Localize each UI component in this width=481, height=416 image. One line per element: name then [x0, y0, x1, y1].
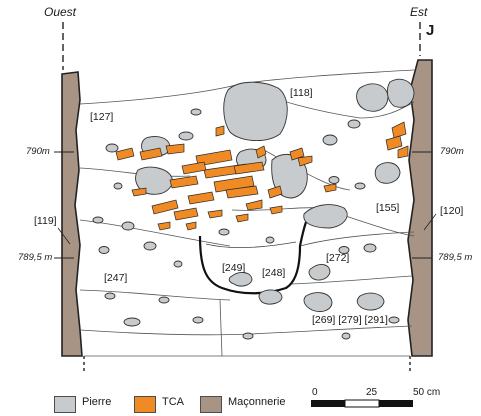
elevation-790-west: 790m	[26, 146, 50, 157]
legend-swatch-pierre	[54, 396, 76, 413]
pit-cut	[198, 221, 308, 295]
legend-swatch-maconnerie	[200, 396, 222, 413]
stone-right-155	[303, 204, 348, 229]
stone-pit-1	[228, 272, 253, 287]
unit-label-127: [127]	[90, 111, 114, 123]
unit-label-272: [272]	[326, 252, 350, 264]
scale-tick-50: 50 cm	[413, 387, 441, 398]
tca-fragments	[115, 121, 409, 231]
stone-bottom-2	[356, 292, 385, 311]
legend-label-maconnerie: Maçonnerie	[228, 396, 286, 408]
masonry-west	[61, 71, 83, 357]
stone-bottom-1	[303, 292, 333, 313]
unit-label-248: [248]	[262, 267, 286, 279]
pit-fill-line	[205, 241, 297, 249]
stone-pit-2	[258, 289, 283, 305]
unit-label-249: [249]	[222, 262, 246, 274]
unit-label-119: [119]	[34, 215, 57, 227]
unit-label-118: [118]	[290, 87, 313, 99]
legend-label-pierre: Pierre	[82, 396, 112, 408]
east-label: Est	[410, 5, 428, 19]
leader-120	[423, 213, 437, 231]
stone-large-top	[223, 81, 288, 141]
unit-label-247: [247]	[104, 272, 128, 284]
scale-tick-25: 25	[366, 387, 378, 398]
legend-swatch-tca	[134, 396, 156, 413]
stone-left-big	[135, 166, 173, 195]
stone-right-272	[308, 264, 331, 281]
unit-label-120: [120]	[440, 205, 464, 217]
scale-tick-0: 0	[312, 387, 318, 398]
section-marker-label: J	[426, 22, 435, 39]
legend-label-tca: TCA	[162, 396, 184, 408]
elevation-7895-west: 789,5 m	[18, 252, 53, 263]
elevation-7895-east: 789,5 m	[438, 252, 473, 263]
west-label: Ouest	[44, 5, 77, 19]
stone-right-wall	[374, 162, 401, 184]
masonry-east	[407, 59, 433, 357]
stone-top-right-2	[386, 78, 415, 108]
unit-label-155: [155]	[376, 202, 400, 214]
leader-119	[57, 227, 71, 245]
elevation-790-east: 790m	[440, 146, 464, 157]
scale-bar	[311, 399, 413, 408]
stone-top-right-1	[356, 83, 389, 112]
unit-label-269-279-291: [269] [279] [291]	[312, 314, 388, 326]
